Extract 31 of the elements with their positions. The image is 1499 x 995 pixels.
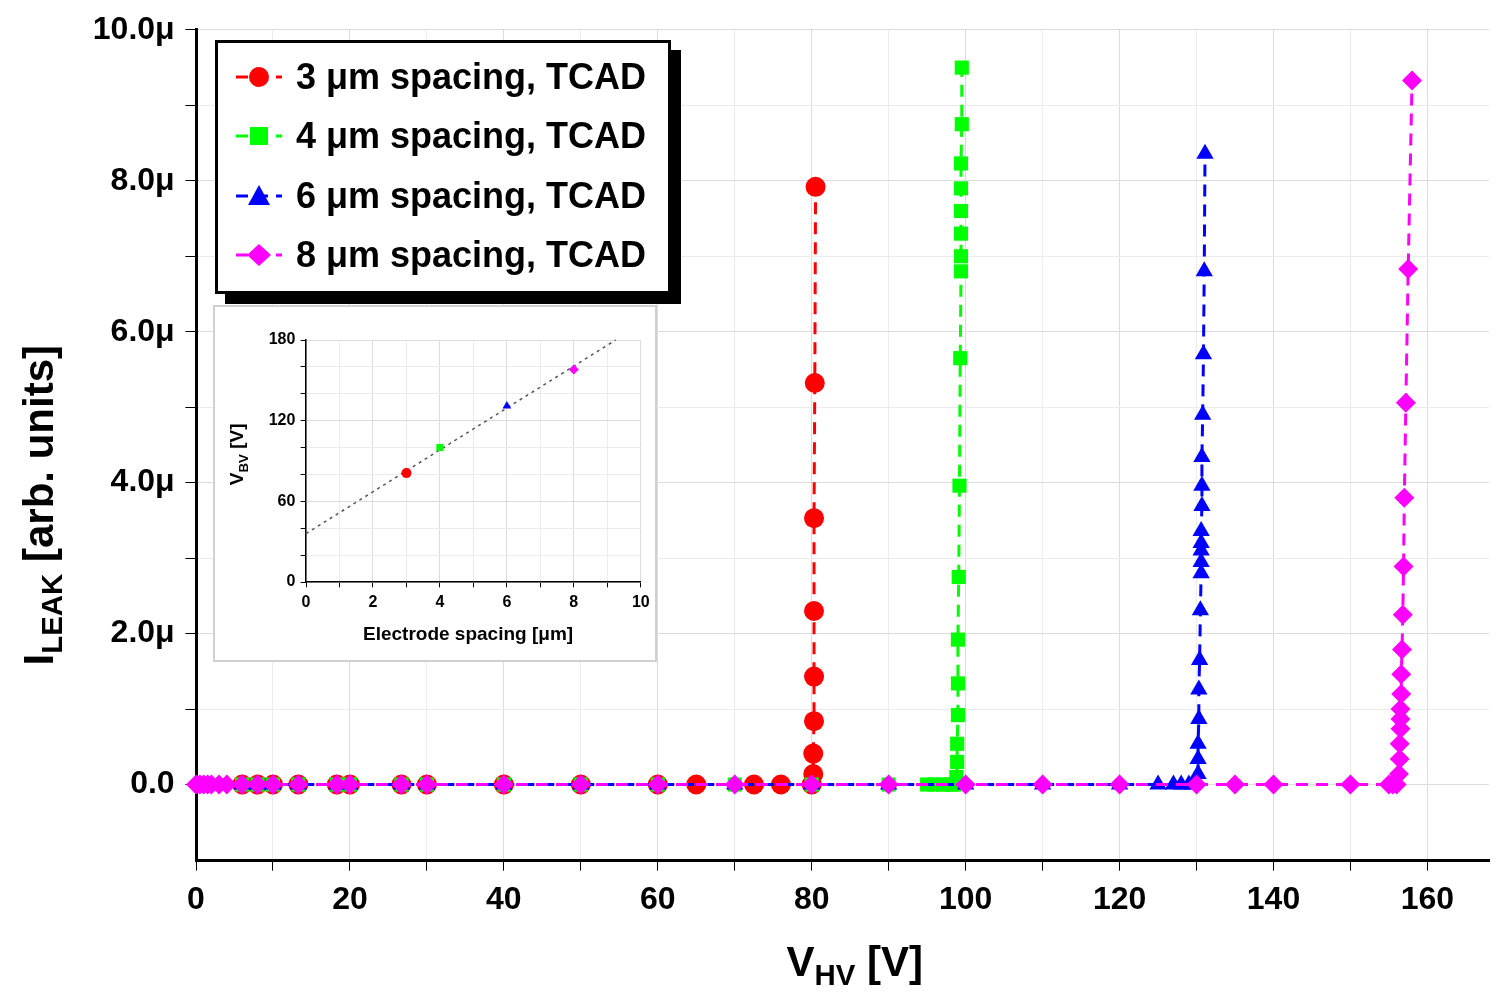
x-tick-label: 6 [502, 592, 512, 610]
x-axis-title: V$_{HV}$ [V] [786, 938, 924, 993]
y-tick-label: 0.0 [130, 764, 175, 801]
x-tick-label: 20 [332, 880, 368, 917]
x-tick-label: 40 [486, 880, 522, 917]
x-tick-label: 10 [631, 592, 650, 610]
x-tick-label: 140 [1246, 880, 1301, 917]
x-tick-label: 100 [938, 880, 993, 917]
x-axis-title: Electrode spacing [μm] [363, 623, 574, 645]
y-tick-label: 6.0μ [110, 311, 175, 348]
x-tick-label: 0 [301, 592, 311, 610]
legend-label: 4 μm spacing, TCAD [296, 115, 647, 158]
y-tick-label: 60 [277, 491, 296, 509]
x-tick-label: 2 [368, 592, 378, 610]
legend-label: 6 μm spacing, TCAD [296, 174, 647, 217]
legend-label: 8 μm spacing, TCAD [296, 234, 647, 277]
x-tick-label: 120 [1092, 880, 1147, 917]
x-tick-label: 8 [569, 592, 579, 610]
y-tick-label: 0 [286, 572, 296, 590]
y-tick-label: 10.0μ [92, 9, 175, 46]
x-tick-label: 80 [793, 880, 830, 917]
x-tick-label: 160 [1400, 880, 1455, 917]
x-tick-label: 4 [435, 592, 445, 610]
x-tick-label: 60 [639, 880, 676, 917]
y-tick-label: 120 [268, 411, 296, 429]
y-tick-label: 8.0μ [110, 160, 175, 197]
legend-label: 3 μm spacing, TCAD [296, 55, 647, 98]
y-tick-label: 2.0μ [110, 613, 175, 650]
y-tick-label: 4.0μ [110, 462, 175, 499]
x-tick-label: 0 [187, 880, 205, 917]
y-tick-label: 180 [268, 330, 296, 348]
